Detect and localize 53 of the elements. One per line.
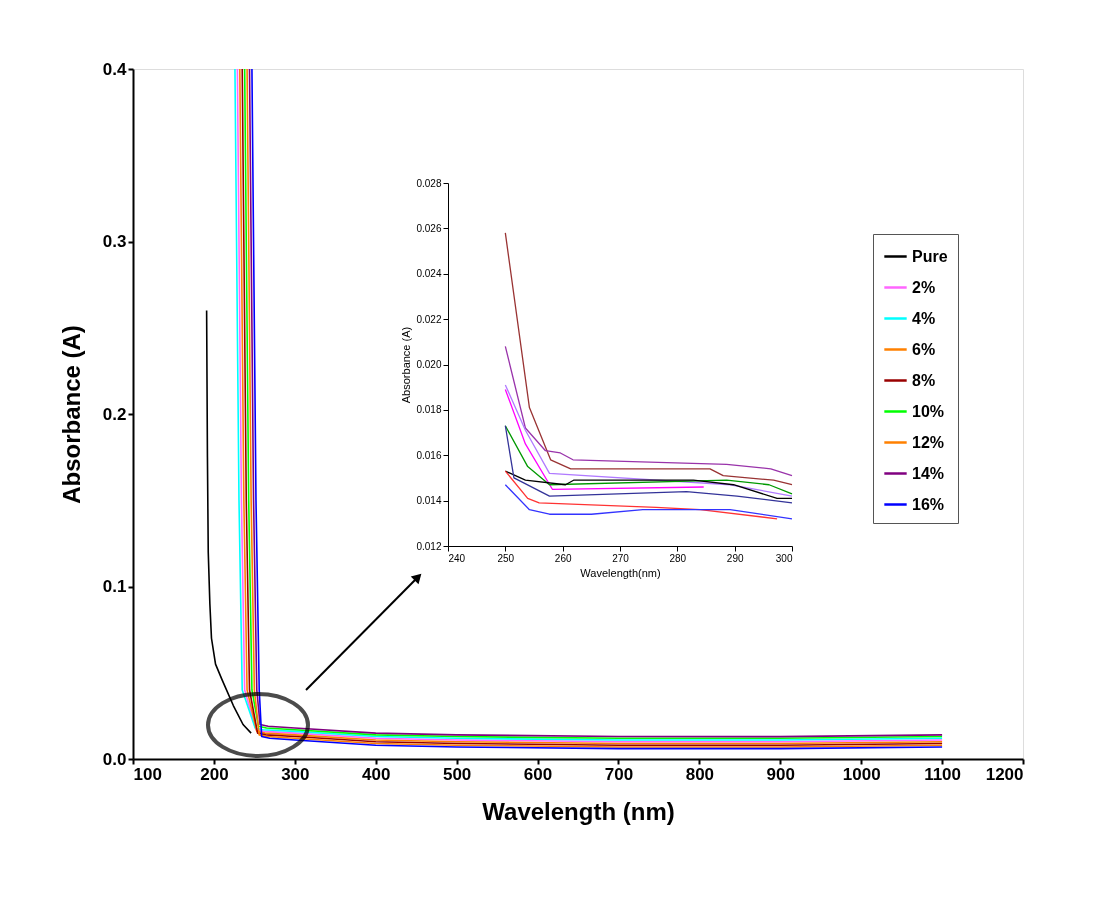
x-tick-label: 270 — [612, 552, 630, 564]
x-tick-label: 400 — [362, 764, 391, 784]
line-series — [504, 232, 793, 486]
x-tick-label: 1100 — [924, 764, 962, 784]
x-tick-label: 800 — [685, 764, 715, 784]
y-tick-label: 0.0 — [102, 749, 127, 769]
y-tick-label: 0.020 — [416, 359, 442, 370]
x-tick-label: 280 — [669, 552, 687, 564]
x-tick-label: 290 — [726, 552, 744, 564]
legend-label: Pure — [912, 247, 948, 265]
y-tick-label: 0.018 — [416, 404, 442, 416]
y-tick-label: 0.026 — [416, 222, 442, 234]
x-tick-label: 240 — [448, 552, 466, 564]
y-tick-label: 0.3 — [102, 232, 127, 251]
y-axis-title: Absorbance (A) — [57, 325, 85, 504]
line-series — [504, 484, 793, 520]
x-tick-label: 1000 — [842, 764, 881, 784]
x-tick-label: 600 — [523, 764, 553, 784]
x-tick-label: 200 — [200, 764, 229, 784]
x-tick-label: 300 — [775, 552, 793, 564]
x-tick-label: 260 — [554, 552, 572, 564]
legend-label: 10% — [912, 402, 945, 420]
y-tick-label: 0.022 — [416, 313, 442, 325]
x-axis-title: Wavelength (nm) — [482, 797, 675, 825]
y-tick-label: 0.012 — [416, 540, 442, 552]
y-tick-label: 0.016 — [416, 449, 442, 461]
legend-label: 14% — [912, 464, 945, 482]
x-tick-label: 100 — [133, 764, 162, 784]
y-tick-label: 0.014 — [416, 495, 442, 507]
line-series — [504, 388, 705, 490]
legend-label: 16% — [912, 495, 945, 513]
legend-label: 12% — [912, 433, 945, 451]
y-tick-label: 0.028 — [416, 177, 442, 189]
line-series — [504, 470, 778, 520]
legend-label: 2% — [912, 278, 936, 296]
x-tick-label: 1200 — [985, 764, 1024, 784]
x-tick-label: 900 — [766, 764, 795, 784]
x-tick-label: 250 — [497, 552, 515, 564]
y-axis-title: Absorbance (A) — [400, 326, 413, 404]
y-tick-label: 0.2 — [102, 404, 127, 424]
line-series — [504, 384, 793, 497]
y-tick-label: 0.4 — [102, 59, 128, 79]
legend-label: 6% — [912, 340, 936, 358]
x-tick-label: 500 — [442, 764, 472, 784]
line-series — [504, 470, 793, 500]
line-series — [504, 345, 793, 477]
x-tick-label: 700 — [604, 764, 634, 784]
x-axis-title: Wavelength(nm) — [580, 566, 661, 579]
x-tick-label: 300 — [281, 764, 310, 784]
y-tick-label: 0.024 — [416, 268, 442, 280]
legend-label: 8% — [912, 371, 936, 389]
y-tick-label: 0.1 — [102, 577, 127, 596]
legend-label: 4% — [912, 309, 936, 327]
